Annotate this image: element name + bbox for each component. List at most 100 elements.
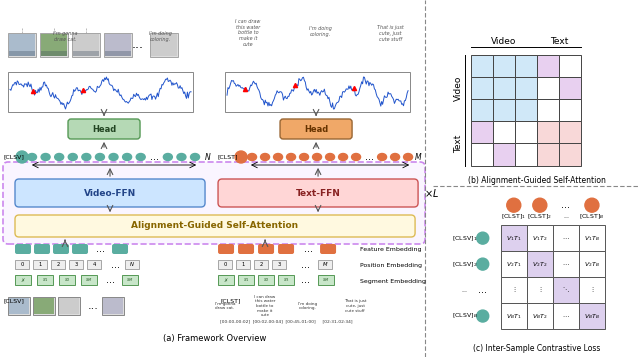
Bar [72, 33, 100, 57]
FancyBboxPatch shape [53, 244, 69, 254]
Bar [318, 260, 332, 269]
Bar [559, 121, 581, 144]
Bar [537, 99, 559, 121]
FancyBboxPatch shape [112, 244, 128, 254]
Bar [553, 303, 579, 329]
Bar [553, 277, 579, 303]
Text: ...: ... [301, 260, 310, 270]
Bar [500, 251, 527, 277]
Bar [470, 99, 493, 121]
Bar [41, 34, 67, 56]
FancyBboxPatch shape [15, 179, 205, 207]
Text: ...: ... [106, 275, 115, 285]
Text: 3: 3 [277, 262, 281, 267]
Bar [218, 275, 234, 285]
Bar [470, 55, 493, 77]
Text: $V_1T_1$: $V_1T_1$ [506, 234, 522, 243]
Text: [CLST]$_1$: [CLST]$_1$ [501, 212, 526, 221]
Text: $\ddots$: $\ddots$ [562, 286, 570, 295]
FancyBboxPatch shape [258, 244, 274, 254]
Bar [553, 225, 579, 251]
Ellipse shape [404, 154, 413, 161]
Text: [CLSV]$_2$: [CLSV]$_2$ [452, 260, 477, 268]
Text: ...: ... [132, 39, 144, 51]
Bar [104, 33, 132, 57]
Bar [527, 277, 553, 303]
Bar [579, 303, 605, 329]
Text: Segment Embedding: Segment Embedding [360, 278, 426, 283]
Bar [559, 99, 581, 121]
Text: ...: ... [301, 275, 310, 285]
Text: ...: ... [95, 244, 104, 254]
Bar [87, 260, 101, 269]
Text: N: N [205, 152, 211, 161]
Bar [122, 275, 138, 285]
Text: [CLSV]: [CLSV] [3, 155, 24, 160]
FancyBboxPatch shape [278, 244, 294, 254]
FancyBboxPatch shape [238, 244, 254, 254]
Text: $s_1$: $s_1$ [243, 276, 250, 284]
Bar [8, 72, 193, 112]
Bar [151, 34, 177, 56]
Bar [515, 99, 537, 121]
Ellipse shape [177, 154, 186, 161]
Bar [493, 121, 515, 144]
Text: $V_1T_2$: $V_1T_2$ [532, 234, 547, 243]
Ellipse shape [136, 154, 145, 161]
Bar [579, 225, 605, 251]
Ellipse shape [163, 154, 172, 161]
Bar [278, 275, 294, 285]
Text: 1: 1 [241, 262, 244, 267]
Circle shape [16, 151, 28, 163]
Text: That is just
cute, just
cute stuff: That is just cute, just cute stuff [377, 25, 403, 42]
Text: Head: Head [92, 125, 116, 134]
Bar [470, 121, 493, 144]
Bar [9, 34, 35, 56]
Bar [515, 77, 537, 99]
Text: 2: 2 [259, 262, 263, 267]
Circle shape [507, 198, 521, 212]
FancyBboxPatch shape [218, 244, 234, 254]
Text: 2: 2 [56, 262, 60, 267]
Text: $s_2$: $s_2$ [262, 276, 269, 284]
FancyBboxPatch shape [280, 119, 352, 139]
Text: I'm gonna
draw cat.: I'm gonna draw cat. [52, 31, 77, 42]
Ellipse shape [28, 154, 36, 161]
Bar [33, 297, 55, 315]
Text: (c) Inter-Sample Contrastive Loss: (c) Inter-Sample Contrastive Loss [473, 343, 600, 352]
Circle shape [477, 232, 489, 244]
Bar [559, 55, 581, 77]
Text: [CLST]: [CLST] [217, 155, 237, 160]
Bar [272, 260, 286, 269]
Text: I'm gonna
draw cat.: I'm gonna draw cat. [215, 302, 236, 310]
Text: ✗: ✗ [224, 277, 228, 282]
Bar [33, 260, 47, 269]
Bar [500, 225, 527, 251]
Bar [218, 260, 232, 269]
Bar [40, 33, 68, 57]
Circle shape [477, 310, 489, 322]
Bar [493, 77, 515, 99]
Text: I'm doing
coloring.: I'm doing coloring. [148, 31, 172, 42]
Text: $V_BT_B$: $V_BT_B$ [584, 312, 600, 321]
Text: $\vdots$: $\vdots$ [537, 286, 543, 295]
Text: ...: ... [561, 200, 570, 210]
Bar [34, 298, 54, 314]
Ellipse shape [273, 154, 282, 161]
FancyBboxPatch shape [320, 244, 336, 254]
Text: ...: ... [461, 288, 468, 293]
Bar [254, 260, 268, 269]
Circle shape [235, 151, 247, 163]
Bar [493, 144, 515, 166]
Text: ...: ... [563, 214, 569, 219]
Text: $s_M$: $s_M$ [85, 276, 93, 284]
Ellipse shape [123, 154, 132, 161]
Ellipse shape [326, 154, 335, 161]
Text: ...: ... [111, 260, 120, 270]
Text: ...: ... [150, 152, 159, 162]
FancyBboxPatch shape [68, 119, 140, 139]
Ellipse shape [82, 154, 91, 161]
Circle shape [477, 258, 489, 270]
Text: $s_2$: $s_2$ [63, 276, 70, 284]
Text: I can draw
this water
bottle to
make it
cute: I can draw this water bottle to make it … [255, 295, 276, 317]
